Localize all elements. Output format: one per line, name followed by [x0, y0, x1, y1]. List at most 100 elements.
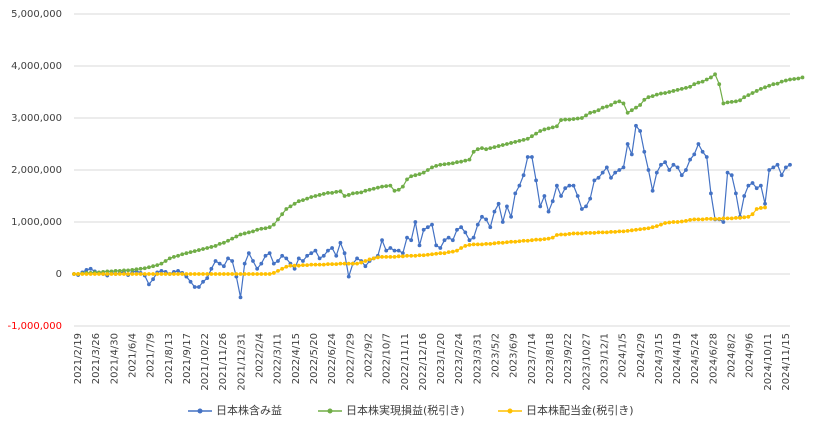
data-point: [130, 272, 135, 276]
data-point: [646, 168, 651, 172]
data-point: [80, 272, 85, 276]
data-point: [638, 227, 643, 232]
data-point: [530, 134, 534, 139]
data-point: [425, 225, 430, 230]
data-point: [126, 268, 131, 273]
data-point: [667, 168, 672, 172]
data-point: [634, 105, 638, 110]
data-point: [517, 138, 522, 143]
x-tick-label: 2023/7/14: [527, 333, 538, 384]
data-point: [209, 245, 214, 249]
data-point: [180, 252, 185, 257]
data-point: [471, 235, 476, 240]
data-point: [559, 194, 563, 198]
legend-label: 日本株配当金(税引き): [526, 403, 634, 417]
data-point: [438, 246, 443, 250]
data-point: [629, 108, 634, 113]
data-point: [413, 253, 418, 258]
data-point: [438, 162, 443, 167]
data-point: [496, 240, 501, 245]
data-point: [525, 238, 530, 243]
data-point: [634, 123, 638, 128]
data-point: [750, 212, 755, 217]
x-tick-label: 2023/5/2: [491, 333, 502, 378]
data-point: [571, 183, 576, 188]
data-point: [679, 219, 684, 224]
data-point: [230, 272, 235, 276]
data-point: [309, 262, 314, 267]
data-point: [579, 231, 584, 236]
data-point: [550, 125, 555, 130]
data-point: [226, 256, 230, 261]
data-point: [455, 227, 459, 232]
data-point: [492, 241, 497, 246]
data-point: [709, 191, 713, 196]
data-point: [246, 251, 251, 256]
data-point: [467, 238, 472, 243]
data-point: [113, 268, 118, 273]
data-point: [509, 141, 513, 145]
data-point: [363, 188, 368, 193]
data-point: [217, 272, 222, 276]
data-point: [221, 272, 226, 276]
data-point: [309, 195, 314, 199]
data-point: [746, 93, 751, 98]
data-point: [180, 272, 185, 276]
data-point: [205, 246, 210, 250]
data-point: [596, 230, 601, 235]
data-point: [613, 170, 618, 175]
data-point: [338, 189, 343, 194]
data-point: [213, 259, 218, 263]
data-point: [617, 168, 622, 172]
data-point: [700, 149, 705, 154]
data-point: [492, 209, 497, 214]
data-point: [675, 220, 680, 224]
data-point: [130, 267, 135, 272]
series-3: [72, 205, 767, 276]
data-point: [384, 184, 389, 189]
data-point: [442, 162, 447, 167]
data-point: [384, 254, 389, 259]
data-point: [492, 145, 497, 150]
data-point: [242, 272, 247, 276]
data-point: [263, 226, 268, 231]
data-point: [538, 129, 543, 133]
data-point: [255, 266, 260, 271]
data-point: [467, 157, 472, 162]
data-point: [292, 201, 297, 206]
data-point: [613, 100, 618, 105]
data-point: [571, 117, 576, 121]
data-point: [159, 261, 164, 266]
data-point: [400, 254, 405, 259]
data-point: [184, 272, 189, 276]
x-tick-label: 2024/3/15: [654, 333, 665, 384]
data-point: [596, 108, 601, 113]
data-point: [763, 201, 767, 206]
data-point: [313, 194, 318, 198]
x-tick-label: 2022/9/2: [363, 333, 374, 378]
data-point: [742, 95, 747, 100]
data-point: [380, 254, 384, 259]
data-point: [151, 272, 155, 276]
data-point: [609, 229, 613, 234]
data-point: [475, 147, 480, 152]
data-point: [284, 207, 289, 211]
data-point: [750, 181, 755, 185]
data-point: [317, 262, 322, 267]
data-point: [334, 253, 339, 258]
data-point: [271, 271, 276, 275]
data-point: [409, 174, 414, 179]
data-point: [496, 144, 501, 148]
data-point: [321, 253, 326, 258]
data-point: [72, 272, 76, 276]
legend-item: 日本株含み益: [188, 403, 282, 417]
data-point: [355, 190, 359, 195]
data-point: [263, 253, 268, 258]
data-point: [276, 217, 280, 222]
data-point: [421, 170, 426, 175]
x-tick-label: 2023/8/18: [545, 333, 556, 384]
data-point: [788, 77, 792, 82]
data-point: [538, 237, 543, 242]
data-point: [788, 162, 792, 167]
legend-swatch-marker: [507, 408, 513, 414]
